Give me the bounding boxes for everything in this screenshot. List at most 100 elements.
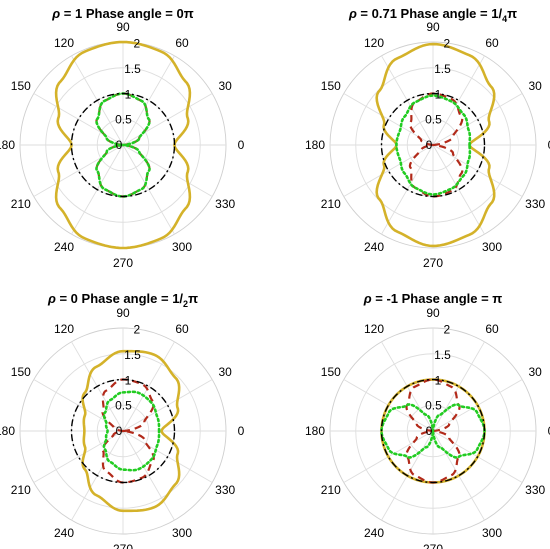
- radial-tick-label: 1.5: [434, 348, 451, 362]
- angle-tick-label: 30: [219, 365, 233, 379]
- radial-tick-label: 2: [134, 323, 141, 337]
- angle-tick-label: 300: [172, 240, 192, 254]
- angle-tick-label: 90: [116, 20, 130, 34]
- radial-tick-label: 0.5: [425, 399, 442, 413]
- radial-tick-label: 1: [125, 87, 132, 101]
- polar-panel-4: ρ = -1 Phase angle = π 0 0.5 1 1.5 2 0 30 60 90 12…: [305, 291, 550, 549]
- angle-tick-label: 30: [529, 79, 543, 93]
- grid-spoke: [33, 379, 124, 432]
- series-reference: [70, 378, 176, 484]
- angle-tick-label: 180: [0, 424, 15, 438]
- angle-tick-label: 270: [113, 256, 133, 270]
- title-text: = 0.71 Phase angle = 1/: [357, 6, 503, 21]
- angle-tick-label: 210: [11, 483, 31, 497]
- series-component-b: [102, 390, 161, 472]
- grid-spoke: [122, 144, 175, 235]
- angle-tick-label: 0: [548, 138, 550, 152]
- grid-spoke: [33, 430, 124, 483]
- series-reference: [380, 92, 486, 198]
- radial-tick-label: 0: [116, 138, 123, 152]
- series-component-b: [395, 94, 472, 196]
- panel-title: ρ = 0.71 Phase angle = 1/4π: [348, 6, 517, 24]
- angle-tick-label: 120: [364, 36, 384, 50]
- angle-tick-label: 330: [525, 483, 545, 497]
- radial-tick-label: 0: [116, 424, 123, 438]
- angle-tick-label: 270: [423, 256, 443, 270]
- series-component-b: [95, 92, 151, 198]
- angle-tick-label: 330: [215, 483, 235, 497]
- title-text: = -1 Phase angle = π: [372, 291, 503, 306]
- radial-tick-label: 0: [426, 138, 433, 152]
- grid-spoke: [122, 341, 175, 432]
- radial-tick-label: 1.5: [434, 62, 451, 76]
- title-rho: ρ: [47, 291, 56, 306]
- radial-tick-label: 1.5: [124, 62, 141, 76]
- angle-tick-label: 60: [485, 36, 499, 50]
- angle-tick-label: 120: [54, 322, 74, 336]
- title-subscript: 4: [502, 14, 507, 24]
- series-total: [81, 349, 181, 513]
- radial-tick-label: 0: [426, 424, 433, 438]
- angle-tick-label: 330: [525, 197, 545, 211]
- title-rho: ρ: [348, 6, 357, 21]
- angle-tick-label: 120: [54, 36, 74, 50]
- radial-tick-label: 1: [125, 373, 132, 387]
- radial-tick-label: 2: [444, 37, 451, 51]
- panel-title: ρ = 0 Phase angle = 1/2π: [47, 291, 198, 309]
- radial-tick-label: 2: [134, 37, 141, 51]
- grid-spoke: [432, 55, 485, 146]
- angle-tick-label: 210: [11, 197, 31, 211]
- angle-tick-label: 90: [426, 306, 440, 320]
- angle-tick-label: 150: [321, 365, 341, 379]
- angle-tick-label: 120: [364, 322, 384, 336]
- panel-title: ρ = 1 Phase angle = 0π: [51, 6, 193, 21]
- angle-tick-label: 270: [423, 542, 443, 549]
- grid-spoke: [122, 430, 175, 521]
- title-rho: ρ: [363, 291, 372, 306]
- angle-tick-label: 300: [482, 240, 502, 254]
- panel-title: ρ = -1 Phase angle = π: [363, 291, 503, 306]
- angle-tick-label: 180: [0, 138, 15, 152]
- angle-tick-label: 150: [11, 79, 31, 93]
- angle-tick-label: 0: [238, 138, 245, 152]
- angle-tick-label: 60: [485, 322, 499, 336]
- angle-tick-label: 30: [219, 79, 233, 93]
- angle-tick-label: 210: [321, 483, 341, 497]
- angle-tick-label: 240: [364, 240, 384, 254]
- angle-tick-label: 240: [54, 240, 74, 254]
- angle-tick-label: 30: [529, 365, 543, 379]
- grid-spoke: [122, 55, 175, 146]
- series-component-a: [101, 378, 155, 484]
- radial-tick-label: 1.5: [124, 348, 141, 362]
- angle-tick-label: 180: [305, 424, 325, 438]
- title-text: = 1 Phase angle = 0π: [60, 6, 194, 21]
- series-reference: [70, 92, 176, 198]
- angle-tick-label: 60: [175, 36, 189, 50]
- angle-tick-label: 330: [215, 197, 235, 211]
- polar-panel-2: ρ = 0.71 Phase angle = 1/4π 0 0.5 1 1.5 2 0 30 6…: [305, 6, 550, 270]
- radial-tick-label: 0.5: [115, 113, 132, 127]
- grid-spoke: [432, 144, 485, 235]
- title-suffix: π: [188, 291, 198, 306]
- radial-tick-label: 1: [435, 87, 442, 101]
- angle-tick-label: 300: [482, 526, 502, 540]
- angle-tick-label: 270: [113, 542, 133, 549]
- title-suffix: π: [507, 6, 517, 21]
- angle-tick-label: 0: [548, 424, 550, 438]
- grid-spoke: [33, 144, 124, 197]
- angle-tick-label: 180: [305, 138, 325, 152]
- polar-panel-1: ρ = 1 Phase angle = 0π 0 0.5 1 1.5 2 0 30 60 90 12…: [0, 6, 245, 270]
- angle-tick-label: 90: [116, 306, 130, 320]
- title-text: = 0 Phase angle = 1/: [56, 291, 184, 306]
- radial-tick-label: 2: [444, 323, 451, 337]
- angle-tick-label: 150: [321, 79, 341, 93]
- radial-tick-label: 0.5: [115, 399, 132, 413]
- radial-tick-label: 0.5: [425, 113, 442, 127]
- angle-tick-label: 60: [175, 322, 189, 336]
- angle-tick-label: 150: [11, 365, 31, 379]
- grid-spoke: [33, 93, 124, 146]
- angle-tick-label: 240: [364, 526, 384, 540]
- angle-tick-label: 300: [172, 526, 192, 540]
- series-reference: [380, 378, 486, 484]
